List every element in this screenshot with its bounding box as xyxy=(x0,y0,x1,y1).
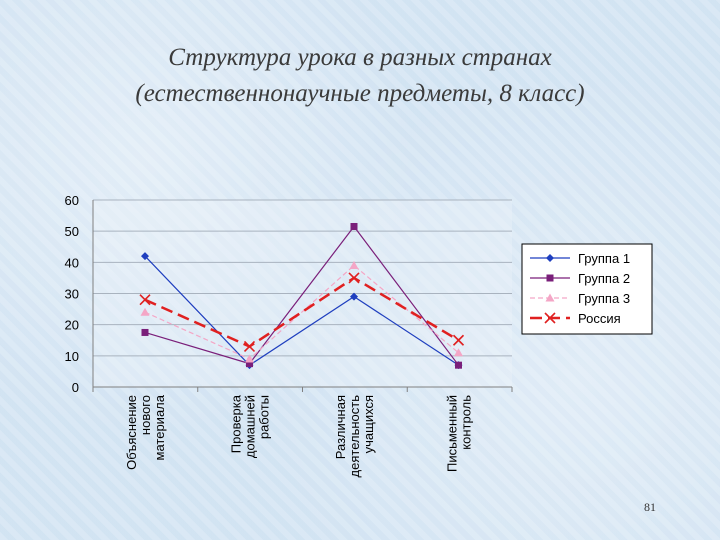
y-tick-label-50: 50 xyxy=(65,224,79,239)
legend-marker-4 xyxy=(544,312,556,324)
series-3-point-1 xyxy=(140,307,150,316)
series-4-point-1 xyxy=(139,294,151,306)
legend-label-2: Группа 2 xyxy=(578,271,630,286)
x-tick-label: контроль xyxy=(459,395,474,450)
x-tick-label: нового xyxy=(138,395,153,435)
y-tick-label-0: 0 xyxy=(72,380,79,395)
series-line-3 xyxy=(144,264,459,360)
legend-label-4: Россия xyxy=(578,311,621,326)
slide-title: Структура урока в разных странах (естест… xyxy=(0,40,720,112)
series-1-point-3 xyxy=(350,292,358,301)
series-4-point-3 xyxy=(348,272,360,284)
series-3-point-3 xyxy=(349,260,359,269)
series-line-1 xyxy=(144,255,459,366)
series-2-point-3 xyxy=(350,222,358,230)
x-tick-label: деятельность xyxy=(347,395,362,478)
slide-title-line-2: (естественнонаучные предметы, 8 класс) xyxy=(135,80,585,107)
x-tick-label: материала xyxy=(152,394,167,460)
x-tick-label: Письменный xyxy=(445,395,460,472)
legend xyxy=(521,243,653,335)
legend-marker-1 xyxy=(546,254,554,262)
page-number: 81 xyxy=(644,500,656,514)
legend-marker-3 xyxy=(545,293,555,302)
y-tick-label-30: 30 xyxy=(65,287,79,302)
series-1-point-1 xyxy=(141,252,149,261)
x-tick-label: работы xyxy=(257,395,272,439)
slide-title-line-1: Структура урока в разных странах xyxy=(168,44,552,71)
series-4-point-4 xyxy=(452,334,465,346)
x-tick-label: Проверка xyxy=(229,394,244,453)
series-line-4 xyxy=(144,276,460,348)
series-2-point-2 xyxy=(246,360,253,368)
y-tick-label-20: 20 xyxy=(65,318,79,333)
y-tick-label-60: 60 xyxy=(65,193,79,208)
x-tick-label: учащихся xyxy=(361,395,376,453)
series-4-point-2 xyxy=(243,340,256,353)
series-3-point-2 xyxy=(245,354,254,363)
series-2-point-4 xyxy=(455,361,462,369)
legend-label-1: Группа 1 xyxy=(578,251,630,266)
x-tick-label: Объяснение xyxy=(124,395,139,470)
x-tick-label: Различная xyxy=(333,395,348,459)
y-tick-label-10: 10 xyxy=(65,349,79,364)
y-tick-label-40: 40 xyxy=(65,255,79,270)
series-3-point-4 xyxy=(454,348,463,357)
series-2-point-1 xyxy=(141,328,149,336)
legend-marker-2 xyxy=(546,274,554,282)
legend-label-3: Группа 3 xyxy=(578,291,630,306)
series-line-2 xyxy=(144,225,459,366)
x-tick-label: домашней xyxy=(243,395,258,458)
